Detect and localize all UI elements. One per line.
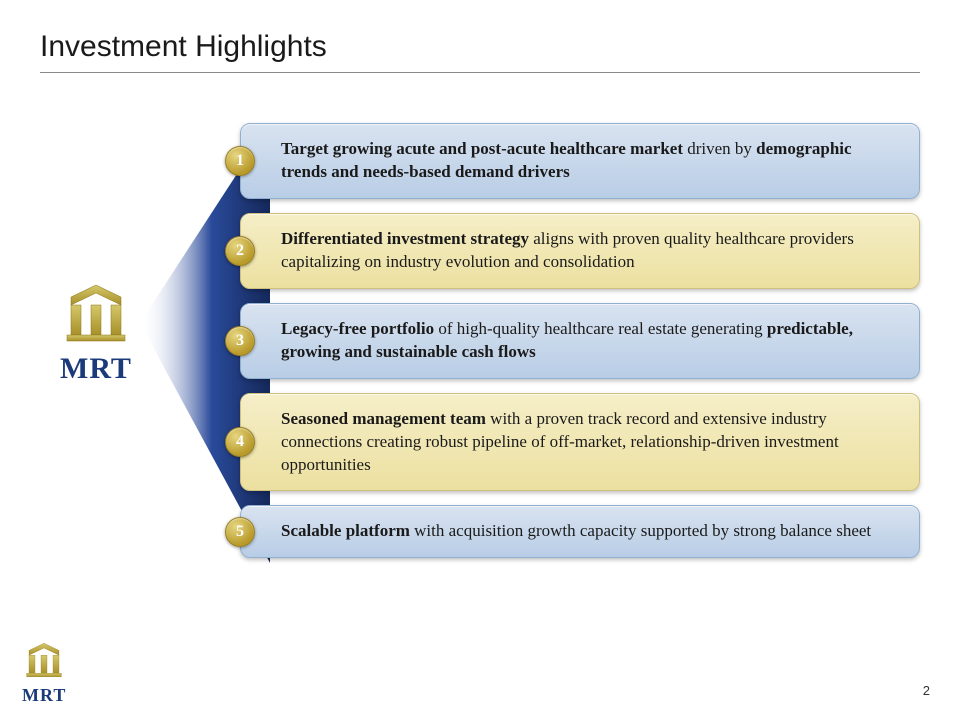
- badge: 1: [225, 146, 255, 176]
- highlight-card: 2 Differentiated investment strategy ali…: [240, 213, 920, 289]
- badge: 2: [225, 236, 255, 266]
- logo-main: MRT: [60, 283, 132, 386]
- slide: Investment Highlights: [0, 0, 960, 720]
- highlight-card: 3 Legacy-free portfolio of high-quality …: [240, 303, 920, 379]
- highlight-card: 5 Scalable platform with acquisition gro…: [240, 505, 920, 558]
- logo-icon: [61, 283, 131, 343]
- footer-logo: MRT: [22, 642, 66, 706]
- highlight-text: Target growing acute and post-acute heal…: [281, 139, 852, 181]
- footer-logo-text: MRT: [22, 685, 66, 706]
- badge: 5: [225, 517, 255, 547]
- highlight-text: Differentiated investment strategy align…: [281, 229, 854, 271]
- page-number: 2: [923, 683, 930, 698]
- highlight-text: Legacy-free portfolio of high-quality he…: [281, 319, 853, 361]
- content-area: MRT 1 Target growing acute and post-acut…: [40, 123, 920, 623]
- logo-icon: [23, 642, 65, 678]
- highlight-text: Seasoned management team with a proven t…: [281, 409, 839, 474]
- badge: 4: [225, 427, 255, 457]
- highlight-card: 4 Seasoned management team with a proven…: [240, 393, 920, 492]
- highlight-text: Scalable platform with acquisition growt…: [281, 521, 871, 540]
- highlight-card: 1 Target growing acute and post-acute he…: [240, 123, 920, 199]
- logo-text: MRT: [60, 352, 132, 386]
- slide-title: Investment Highlights: [40, 30, 920, 73]
- badge: 3: [225, 326, 255, 356]
- highlight-list: 1 Target growing acute and post-acute he…: [240, 123, 920, 558]
